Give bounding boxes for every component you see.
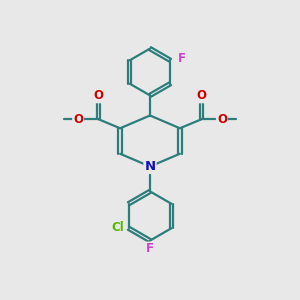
Text: O: O xyxy=(217,113,227,126)
Text: F: F xyxy=(146,242,154,256)
Text: O: O xyxy=(73,113,83,126)
Text: O: O xyxy=(94,89,103,102)
Text: O: O xyxy=(196,89,206,102)
Text: N: N xyxy=(144,160,156,173)
Text: F: F xyxy=(178,52,186,65)
Text: Cl: Cl xyxy=(111,221,124,234)
